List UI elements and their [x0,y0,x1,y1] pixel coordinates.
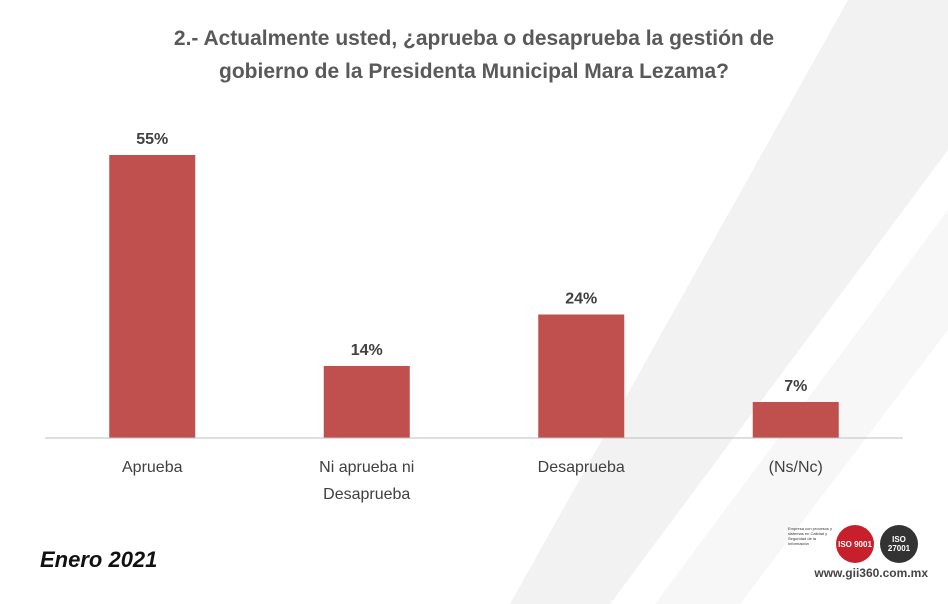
bar-1 [109,155,196,438]
bar-value-label-1: 55% [136,131,168,148]
iso-27001-badge: ISO 27001 [880,525,918,563]
category-label-1-line-1: Aprueba [122,459,183,476]
category-label-2-line-1: Ni aprueba ni [319,459,414,476]
chart-title-line-2: gobierno de la Presidenta Municipal Mara… [219,60,729,83]
chart-title: 2.- Actualmente usted, ¿aprueba o desapr… [100,22,848,88]
category-label-3-line-1: Desaprueba [538,459,625,476]
category-label-2-line-2: Desaprueba [323,486,410,503]
date-label: Enero 2021 [40,547,158,572]
bar-value-label-2: 14% [351,342,383,359]
bar-2 [323,365,410,438]
iso-9001-badge: ISO 9001 [836,525,874,563]
company-logo: Empresa con procesos y sistemas en Calid… [788,520,928,586]
category-label-4-line-1: (Ns/Nc) [769,459,823,476]
bar-value-label-3: 24% [565,291,597,308]
logo-tagline: Empresa con procesos y sistemas en Calid… [788,526,833,546]
bar-value-label-4: 7% [784,378,807,395]
website-url[interactable]: www.gii360.com.mx [814,566,928,580]
stripe-light [510,0,948,604]
bar-4 [752,401,839,438]
bar-3 [538,314,625,438]
chart-title-line-1: 2.- Actualmente usted, ¿aprueba o desapr… [173,27,775,50]
